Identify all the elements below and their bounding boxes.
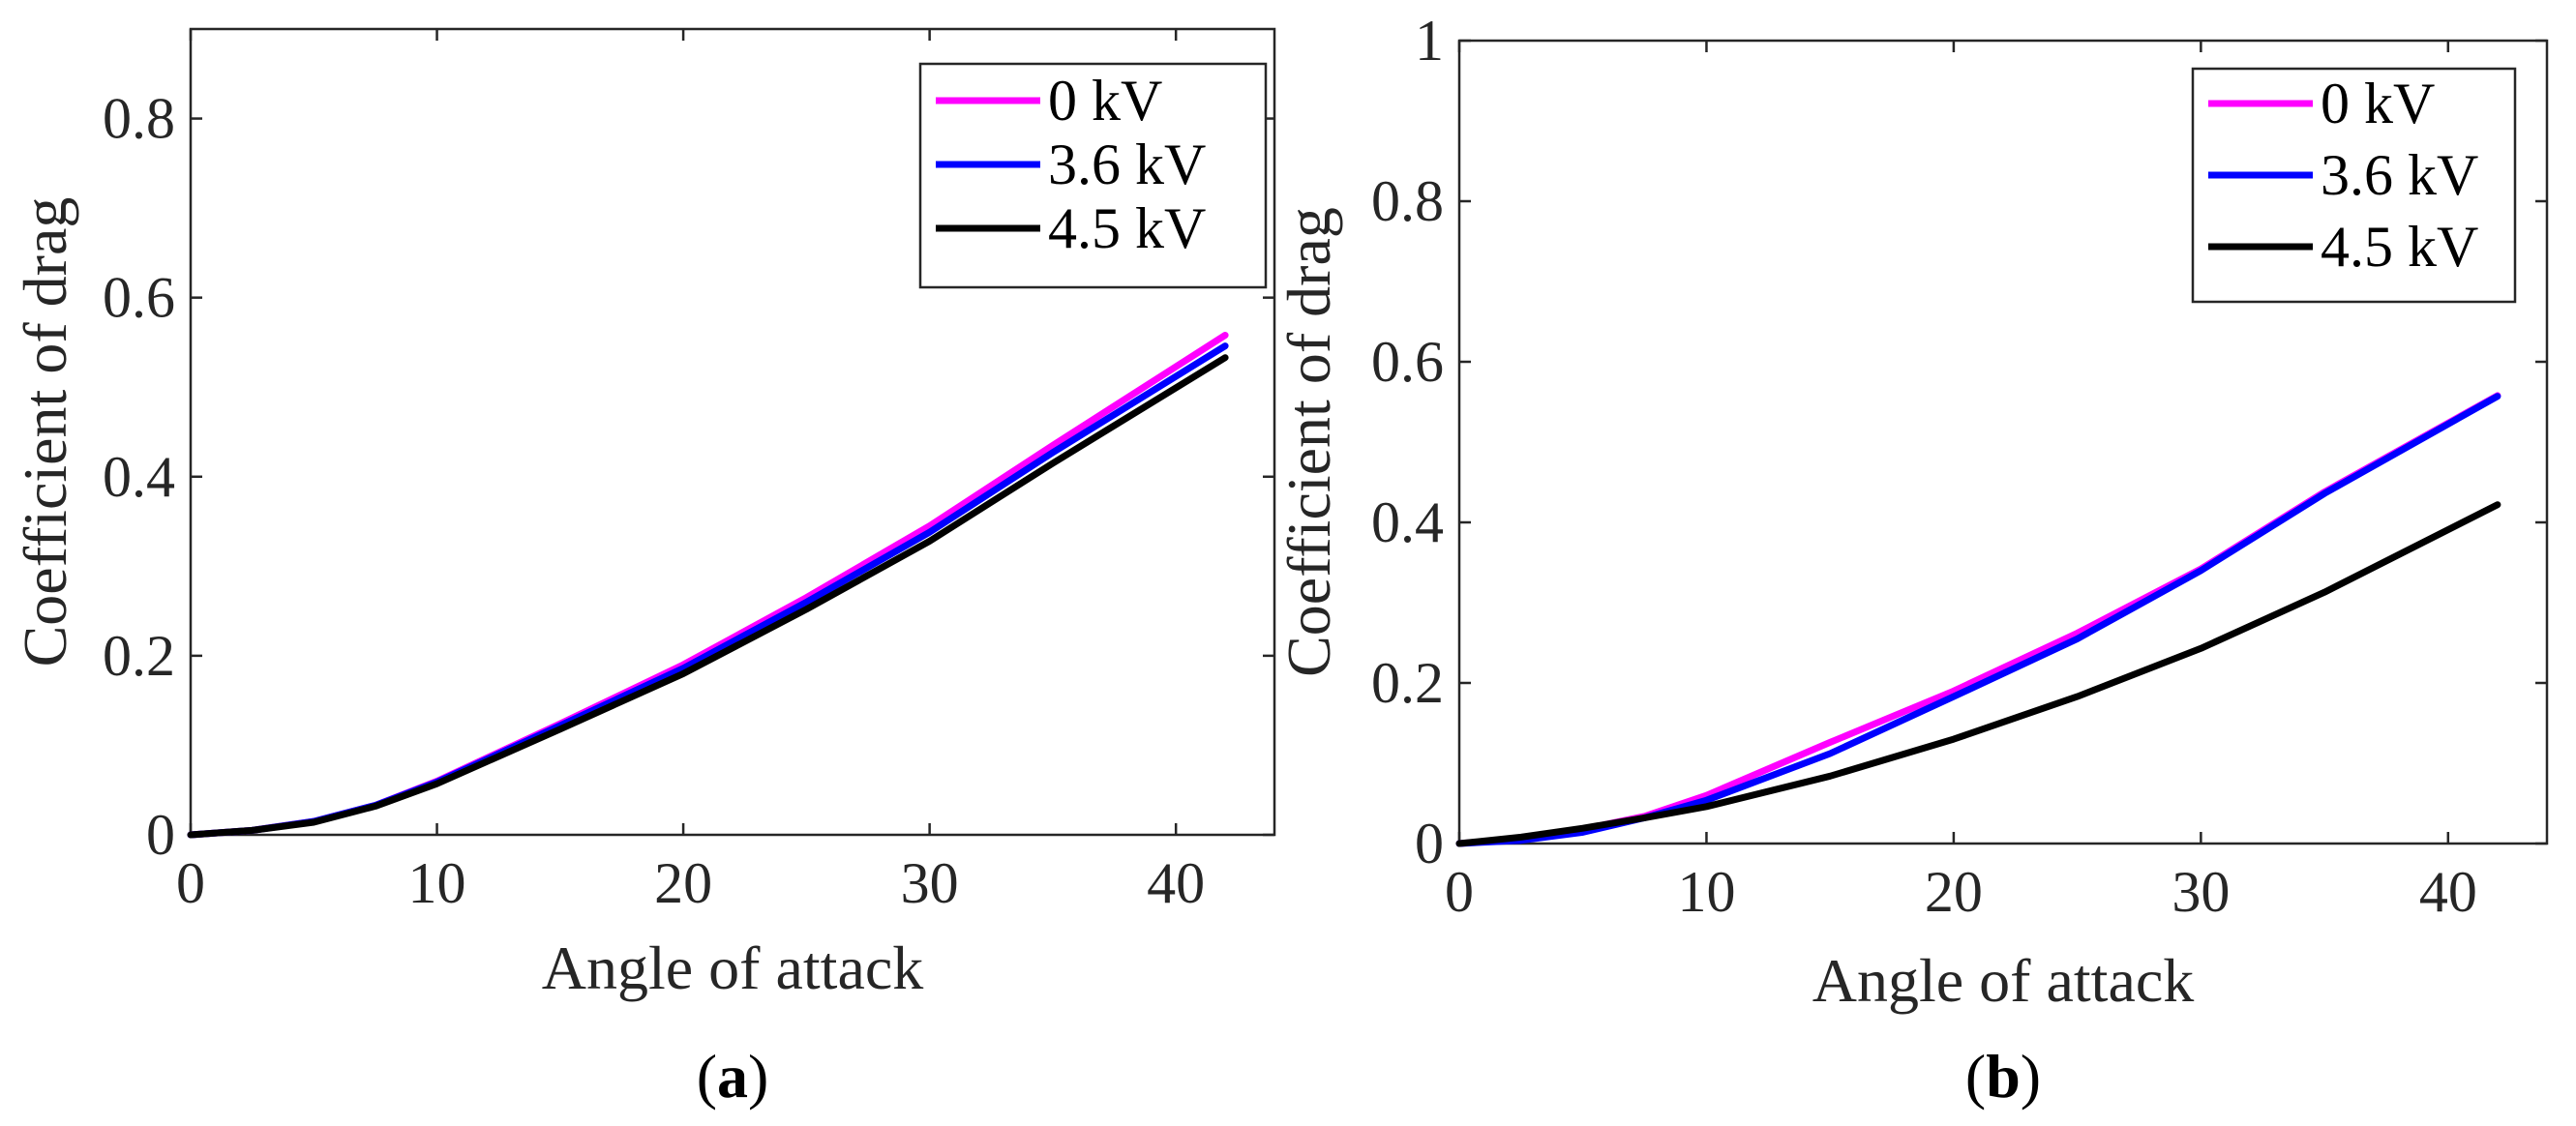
y-tick-label: 0.4 (103, 445, 175, 509)
panel-b: 0 10 20 30 40 0 0.2 0.4 0.6 0.8 1 Angle of attack Co… (1274, 9, 2549, 1111)
y-tick-label: 0.6 (1371, 330, 1444, 394)
series-line-3-6-kv (187, 342, 1229, 839)
legend-label: 4.5 kV (1048, 196, 1206, 260)
x-tick-label: 30 (901, 851, 959, 915)
legend: 0 kV 3.6 kV 4.5 kV (2191, 67, 2517, 304)
series-line-0-kv (1455, 392, 2501, 847)
series-line-4-5-kv (187, 354, 1229, 839)
x-tick-label: 10 (408, 851, 466, 915)
panel-a: 0 10 20 30 40 0 0.2 0.4 0.6 0.8 Angle of attack Coe… (11, 27, 1276, 1111)
series-line-0-kv (187, 332, 1229, 839)
caption-close-paren: ) (748, 1042, 768, 1111)
legend: 0 kV3.6 kV4.5 kV (918, 62, 1268, 289)
x-tick-label: 20 (654, 851, 712, 915)
legend-label: 0 kV (2321, 72, 2435, 135)
panel-caption: (a) (697, 1042, 769, 1111)
y-tick-label: 0.6 (103, 266, 175, 330)
x-axis-title: Angle of attack (1812, 946, 2195, 1015)
x-tick-label: 0 (1445, 860, 1474, 924)
legend-box (2191, 67, 2517, 304)
series-line-4-5-kv (1455, 501, 2501, 847)
caption-open-paren: ( (697, 1042, 717, 1111)
axes-frame (189, 27, 1276, 837)
x-tick-label: 0 (176, 851, 205, 915)
y-tick-label: 0.2 (103, 624, 175, 688)
legend-label: 0 kV (1048, 69, 1162, 133)
caption-open-paren: ( (1965, 1042, 1986, 1111)
axes-frame (1457, 39, 2549, 845)
x-tick-label: 10 (1677, 860, 1735, 924)
y-tick-label: 0 (1415, 812, 1444, 875)
y-tick-label: 0.8 (103, 87, 175, 151)
y-tick-label: 0 (146, 803, 175, 867)
legend-label: 3.6 kV (2321, 143, 2478, 207)
x-tick-label: 20 (1925, 860, 1983, 924)
caption-letter: b (1986, 1042, 2021, 1111)
y-tick-label: 0.2 (1371, 651, 1444, 715)
caption-close-paren: ) (2021, 1042, 2041, 1111)
legend-label: 3.6 kV (1048, 133, 1206, 196)
x-tick-label: 40 (2419, 860, 2477, 924)
y-axis-title: Coefficient of drag (11, 197, 79, 667)
y-axis-title: Coefficient of drag (1274, 207, 1343, 677)
x-tick-label: 30 (2172, 860, 2230, 924)
series-line-3-6-kv (1455, 393, 2501, 847)
y-tick-label: 0.4 (1371, 490, 1444, 554)
y-tick-label: 0.8 (1371, 169, 1444, 233)
caption-letter: a (717, 1042, 748, 1111)
legend-label: 4.5 kV (2321, 215, 2478, 279)
y-tick-label: 1 (1415, 9, 1444, 73)
x-tick-label: 40 (1147, 851, 1205, 915)
panel-caption: (b) (1965, 1042, 2041, 1111)
x-axis-title: Angle of attack (542, 933, 924, 1002)
